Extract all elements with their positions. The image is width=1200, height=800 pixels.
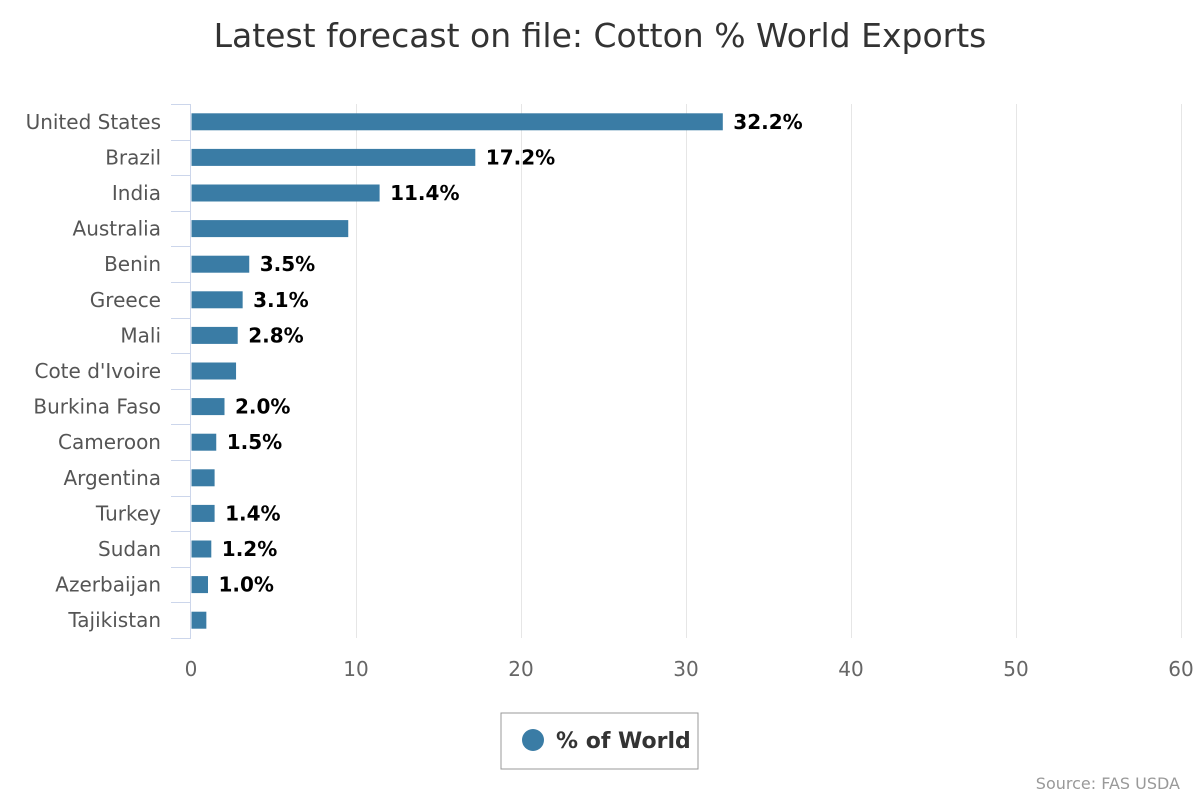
data-label: 2.8%: [248, 323, 303, 347]
data-label: 1.4%: [225, 501, 280, 525]
x-tick-label: 50: [1003, 657, 1028, 681]
bar[interactable]: [191, 398, 225, 416]
bar[interactable]: [191, 469, 215, 487]
bar[interactable]: [191, 148, 476, 166]
category-label: United States: [26, 110, 161, 134]
data-label: 1.2%: [222, 537, 277, 561]
legend-item-label[interactable]: % of World: [556, 729, 691, 754]
legend-marker: [522, 729, 544, 751]
y-axis: [171, 104, 191, 639]
bar[interactable]: [191, 611, 207, 629]
category-label: Greece: [90, 288, 161, 312]
x-tick-label: 10: [343, 657, 368, 681]
data-label: 3.5%: [260, 252, 315, 276]
category-label: Benin: [104, 252, 161, 276]
x-tick-label: 30: [673, 657, 698, 681]
category-label: Turkey: [95, 501, 161, 525]
category-labels: United States Brazil India Australia Benin Gr…: [26, 110, 162, 632]
x-tick-label: 60: [1168, 657, 1193, 681]
category-label: Cameroon: [58, 430, 161, 454]
legend[interactable]: % of World: [500, 712, 699, 770]
bar[interactable]: [191, 433, 217, 451]
bar[interactable]: [191, 255, 250, 273]
data-label: 11.4%: [390, 181, 459, 205]
x-tick-label: 40: [838, 657, 863, 681]
bar[interactable]: [191, 540, 212, 558]
data-label: 17.2%: [486, 145, 555, 169]
bar[interactable]: [191, 576, 209, 594]
data-label: 1.0%: [219, 573, 274, 597]
data-label: 2.0%: [235, 395, 290, 419]
chart-title: Latest forecast on file: Cotton % World …: [214, 16, 987, 55]
bar[interactable]: [191, 291, 243, 309]
category-label: Azerbaijan: [55, 573, 161, 597]
bar[interactable]: [191, 362, 237, 380]
category-label: India: [112, 181, 161, 205]
bar[interactable]: [191, 184, 380, 202]
bar[interactable]: [191, 504, 215, 522]
bars: [191, 113, 723, 629]
category-label: Burkina Faso: [33, 395, 161, 419]
category-label: Cote d'Ivoire: [34, 359, 161, 383]
data-label: 1.5%: [227, 430, 282, 454]
x-axis-tick-labels: 0 10 20 30 40 50 60: [185, 657, 1194, 681]
category-label: Tajikistan: [67, 608, 161, 632]
category-label: Brazil: [105, 145, 161, 169]
category-label: Australia: [73, 217, 161, 241]
category-label: Argentina: [63, 466, 161, 490]
credits[interactable]: Source: FAS USDA: [1036, 774, 1180, 793]
bar[interactable]: [191, 220, 349, 238]
data-label: 32.2%: [733, 110, 802, 134]
data-labels: 32.2% 17.2% 11.4% 3.5% 3.1% 2.8% 2.0% 1.5% 1.4% 1…: [219, 110, 803, 597]
bar[interactable]: [191, 113, 723, 131]
grid-lines: [356, 104, 1182, 638]
x-tick-label: 0: [185, 657, 198, 681]
category-label: Sudan: [98, 537, 161, 561]
x-tick-label: 20: [508, 657, 533, 681]
data-label: 3.1%: [253, 288, 308, 312]
category-label: Mali: [120, 323, 161, 347]
bar[interactable]: [191, 326, 238, 344]
